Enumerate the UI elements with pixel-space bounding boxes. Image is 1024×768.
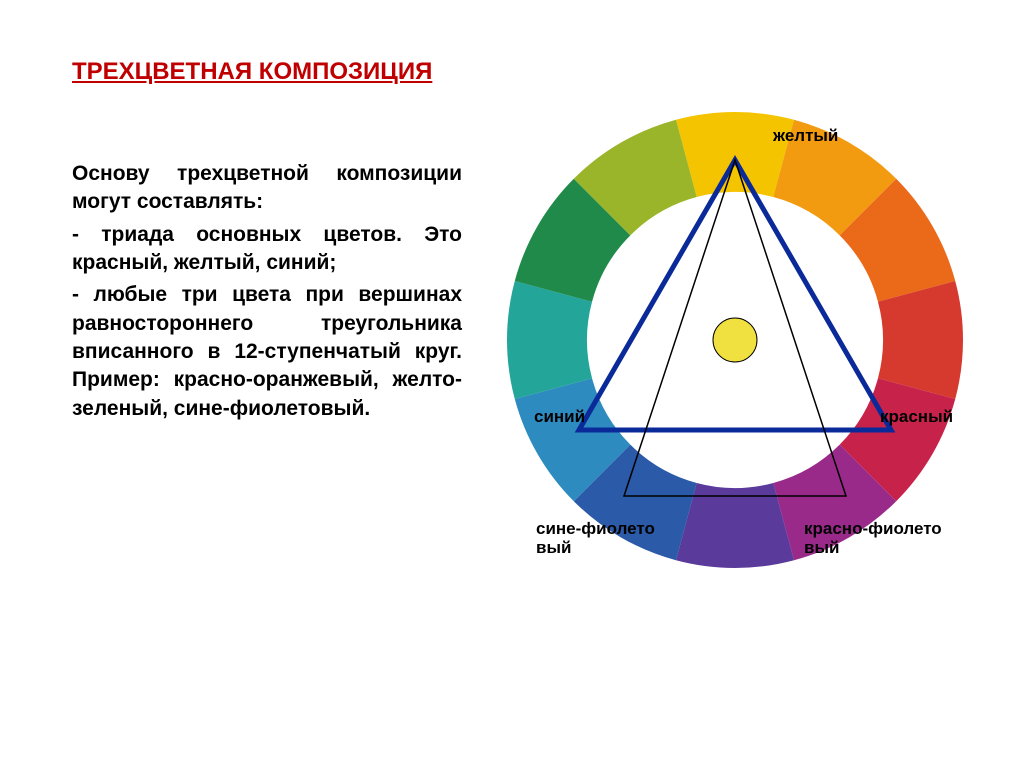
center-circle [713, 318, 757, 362]
label-yellow: желтый [773, 127, 863, 146]
color-wheel-svg [490, 95, 980, 585]
bullet-2: - любые три цвета при вершинах равностор… [72, 281, 462, 423]
label-redviolet: красно-фиолето вый [804, 520, 974, 557]
page-title: ТРЕХЦВЕТНАЯ КОМПОЗИЦИЯ [72, 58, 432, 86]
text-block: Основу трехцветной композиции могут сост… [72, 160, 462, 423]
wheel-segment [878, 281, 963, 399]
label-blueviolet: сине-фиолето вый [536, 520, 686, 557]
label-red: красный [880, 408, 980, 427]
intro-text: Основу трехцветной композиции могут сост… [72, 160, 462, 217]
wheel-segment [507, 281, 592, 399]
wheel-segment [676, 112, 794, 197]
color-wheel-container: желтый красный синий сине-фиолето вый кр… [490, 95, 980, 585]
label-blue: синий [534, 408, 604, 427]
bullet-1: - триада основных цветов. Это красный, ж… [72, 221, 462, 278]
